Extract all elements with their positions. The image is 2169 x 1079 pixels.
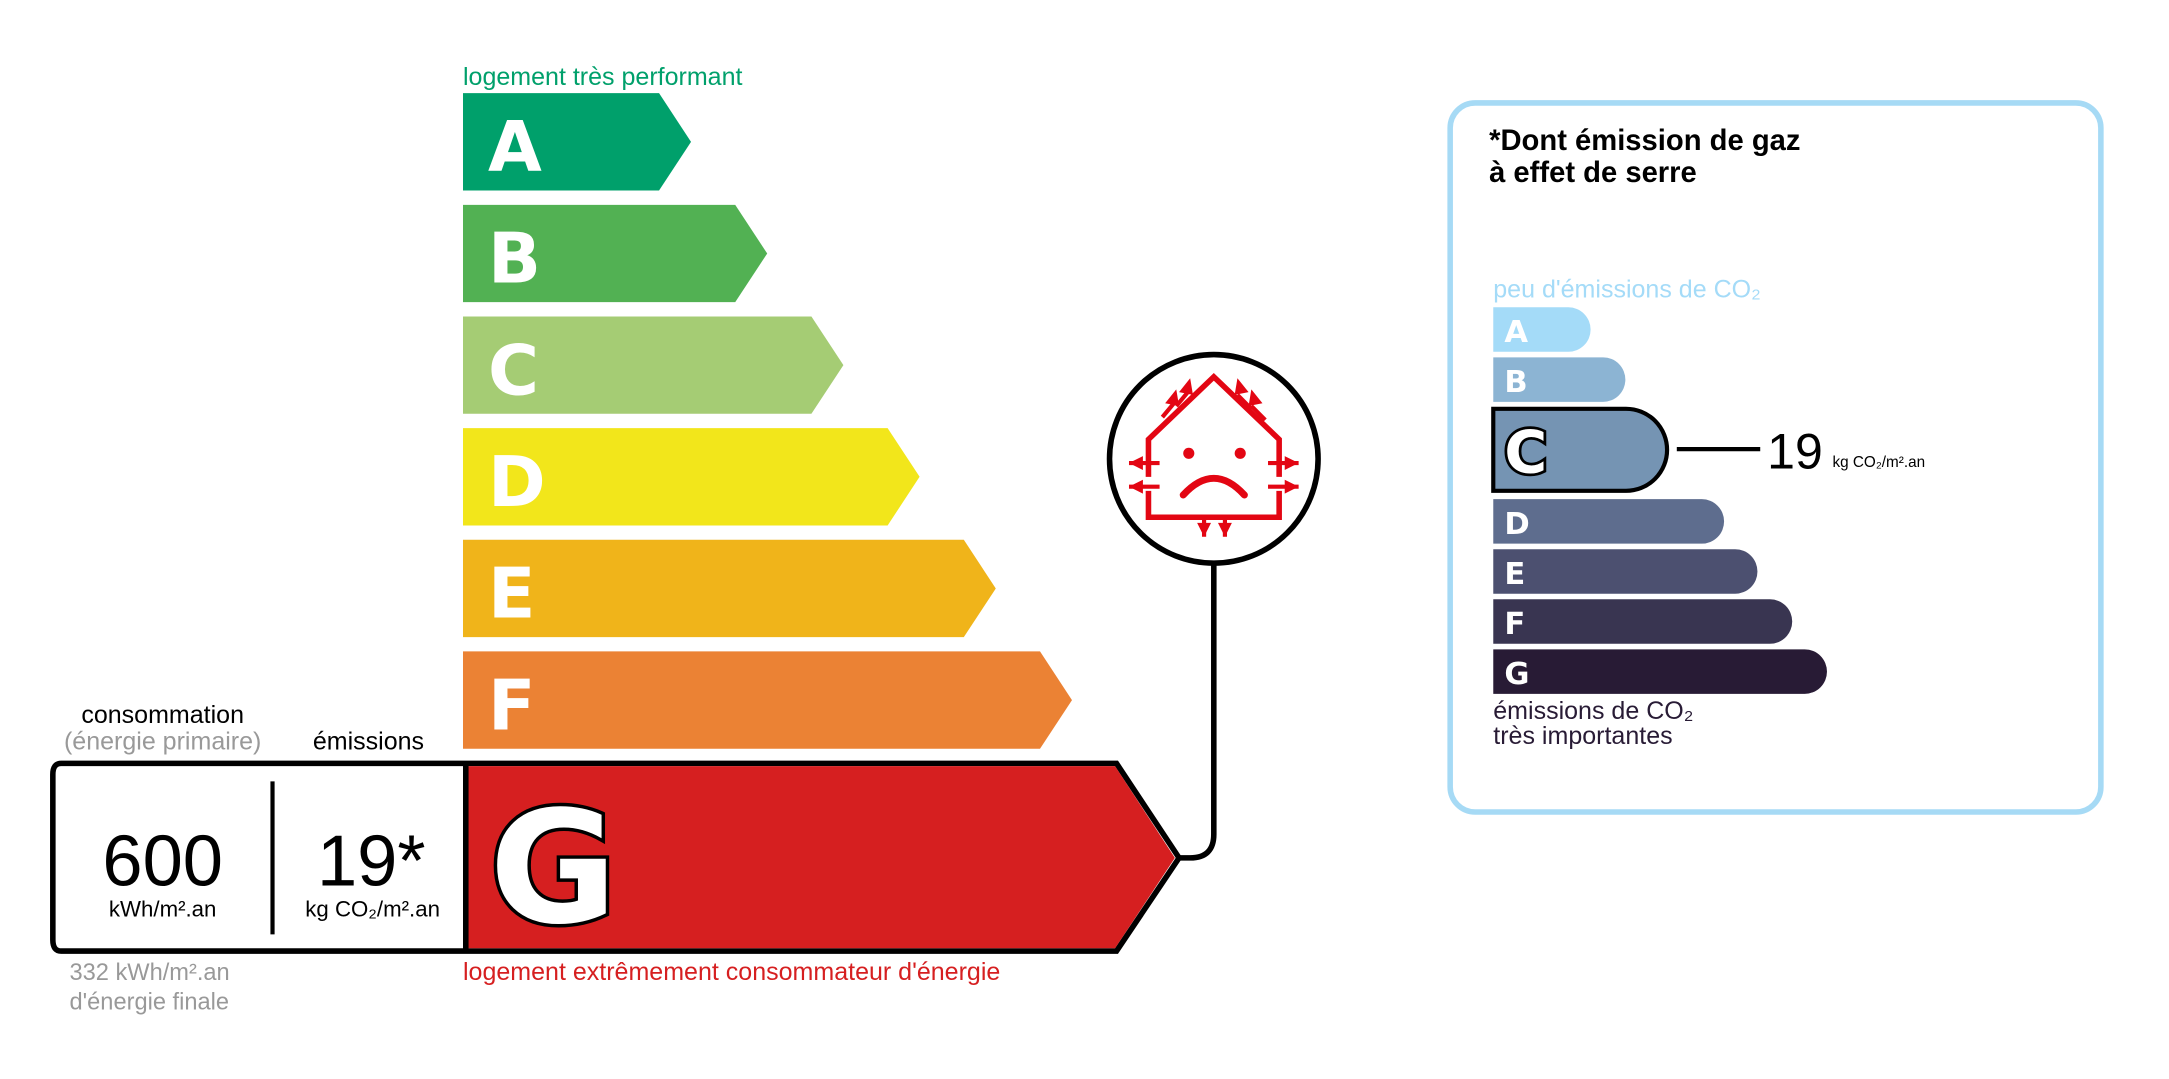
consumption-value: 600 <box>102 822 223 902</box>
energy-bar-letter-d: D <box>488 442 546 523</box>
energy-bar-letter-a: A <box>488 107 542 188</box>
ges-value: 19 <box>1767 424 1823 480</box>
ges-bottom-label-line2: très importantes <box>1493 722 1672 750</box>
ges-title-line2: à effet de serre <box>1489 157 1697 189</box>
ges-bar-f <box>1493 599 1793 644</box>
energy-bar-b <box>462 204 768 303</box>
energy-bar-c <box>462 316 844 414</box>
final-energy-value: 332 kWh/m².an <box>70 960 230 986</box>
energy-bar-g <box>465 766 1175 949</box>
final-energy-label: d'énergie finale <box>70 989 230 1015</box>
energy-bar-d <box>462 428 920 526</box>
energy-bar-letter-e: E <box>488 554 535 635</box>
ges-top-label: peu d'émissions de CO₂ <box>1493 276 1761 304</box>
ges-bar-c <box>1491 406 1670 493</box>
house-heat-loss-sad-icon <box>1128 372 1299 537</box>
ges-bottom-label-line1: émissions de CO₂ <box>1493 697 1693 725</box>
ges-title-line1: *Dont émission de gaz <box>1489 125 1800 157</box>
ges-bar-letter-e: E <box>1504 557 1525 592</box>
ges-unit: kg CO₂/m².an <box>1833 454 1926 471</box>
ges-bar-g <box>1493 649 1827 694</box>
badge-circle <box>1106 351 1321 566</box>
emissions-unit: kg CO₂/m².an <box>305 896 440 921</box>
ges-bar-a <box>1493 307 1591 352</box>
energy-bar-a <box>462 93 692 191</box>
energy-top-label: logement très performant <box>463 63 743 91</box>
energy-bar-e <box>462 539 996 638</box>
badge-connector <box>1179 563 1217 861</box>
ges-bar-e <box>1493 549 1758 594</box>
emissions-label: émissions <box>313 727 424 755</box>
ges-bar-letter-g: G <box>1504 657 1529 692</box>
energy-bar-letter-b: B <box>488 219 541 300</box>
consumption-label: consommation <box>81 701 244 729</box>
consumption-sub-label: (énergie primaire) <box>64 727 261 755</box>
ges-bar-d <box>1493 499 1725 544</box>
energy-bottom-label: logement extrêmement consommateur d'éner… <box>463 958 1000 986</box>
ges-bar-letter-a: A <box>1504 315 1528 350</box>
emissions-value: 19* <box>317 822 426 902</box>
energy-bar-letter-c: C <box>488 330 539 411</box>
current-class-letter: G <box>489 777 617 959</box>
ges-bar-letter-f: F <box>1504 607 1525 642</box>
ges-bar-letter-d: D <box>1504 507 1529 542</box>
consumption-unit: kWh/m².an <box>109 896 216 921</box>
energy-bar-letter-f: F <box>488 665 535 746</box>
energy-bar-f <box>462 651 1072 749</box>
ges-bar-b <box>1493 357 1626 402</box>
ges-bar-letter-c: C <box>1504 419 1547 487</box>
ges-bar-letter-b: B <box>1504 365 1527 400</box>
